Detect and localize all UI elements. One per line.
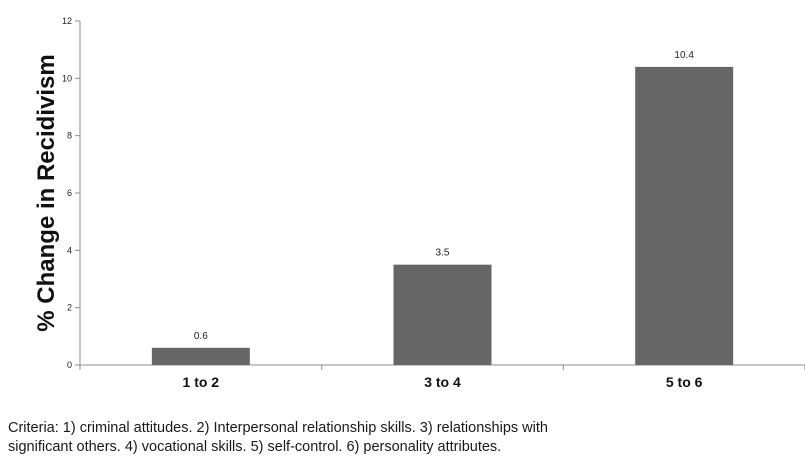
caption-line-1: Criteria: 1) criminal attitudes. 2) Inte… (8, 420, 548, 436)
bar (151, 347, 250, 365)
y-axis-ticks: 0 2 4 6 8 10 12 (62, 16, 80, 370)
y-axis-title: % Change in Recidivism (33, 54, 60, 331)
y-tick-label: 10 (62, 73, 72, 83)
criteria-caption: Criteria: 1) criminal attitudes. 2) Inte… (8, 419, 798, 457)
y-tick-label: 8 (67, 131, 72, 141)
bar (393, 264, 492, 365)
y-tick-label: 6 (67, 188, 72, 198)
x-axis-ticks (79, 365, 805, 370)
category-label: 1 to 2 (183, 374, 220, 390)
category-labels: 1 to 2 3 to 4 5 to 6 (183, 374, 703, 390)
data-labels: 0.6 3.5 10.4 (194, 50, 694, 342)
bar-series (151, 66, 734, 365)
data-label: 10.4 (674, 50, 694, 61)
y-tick-label: 0 (67, 360, 72, 370)
data-label: 0.6 (194, 331, 208, 342)
bar (635, 66, 734, 365)
y-tick-label: 4 (67, 245, 72, 255)
category-label: 5 to 6 (666, 374, 703, 390)
y-tick-label: 12 (62, 16, 72, 26)
y-tick-label: 2 (67, 303, 72, 313)
caption-line-2: significant others. 4) vocational skills… (8, 439, 502, 455)
category-label: 3 to 4 (424, 374, 461, 390)
data-label: 3.5 (436, 248, 450, 259)
